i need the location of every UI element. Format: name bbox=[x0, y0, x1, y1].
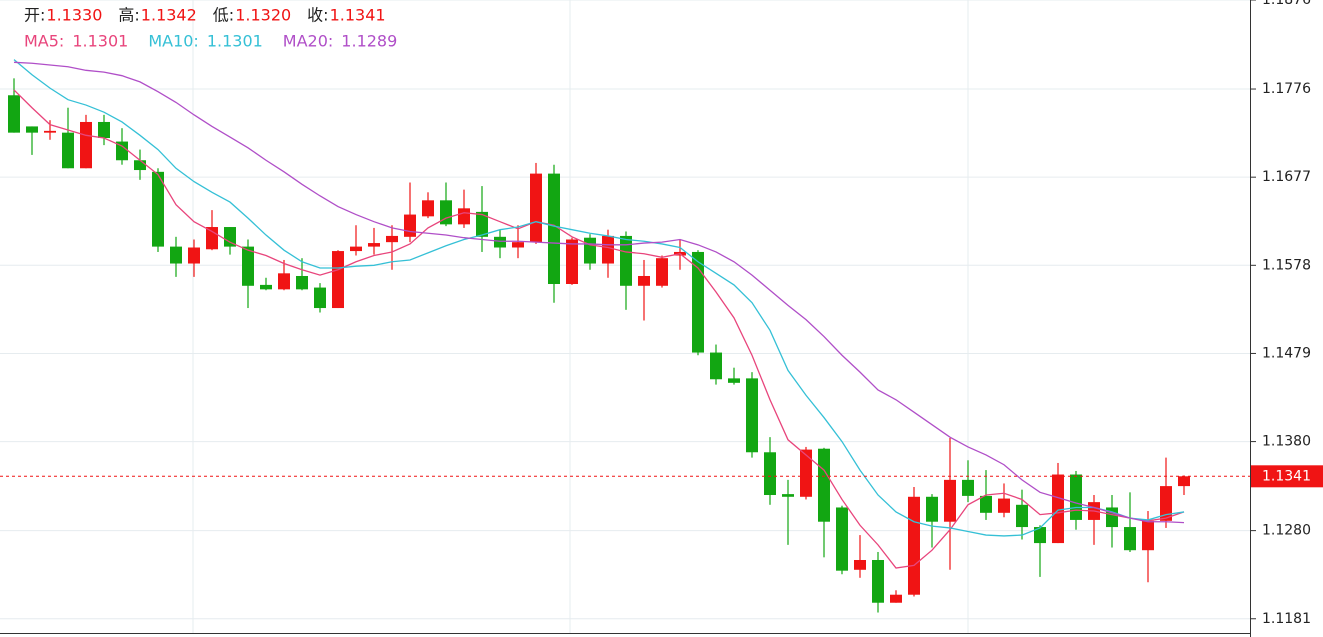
candle-body bbox=[512, 242, 524, 248]
y-tick-label: 1.1578 bbox=[1262, 257, 1311, 273]
candle-body bbox=[494, 236, 506, 248]
candle-body bbox=[80, 121, 92, 169]
candle-body bbox=[800, 449, 812, 497]
header: 开: 1.1330 高: 1.1342 低: 1.1320 收: 1.1341 MA5: 1.13… bbox=[24, 6, 397, 51]
candle-body bbox=[1178, 476, 1190, 487]
y-tick-label: 1.1479 bbox=[1262, 345, 1311, 361]
candle-body bbox=[854, 559, 866, 570]
candle-body bbox=[1160, 486, 1172, 521]
candle-body bbox=[998, 498, 1010, 513]
last-price-label: 1.1341 bbox=[1262, 468, 1311, 484]
candle-body bbox=[332, 251, 344, 309]
candle-body bbox=[476, 211, 488, 237]
candle-body bbox=[278, 273, 290, 290]
legend-name: MA5: bbox=[24, 32, 64, 51]
candle-body bbox=[746, 378, 758, 453]
candle-body bbox=[1070, 474, 1082, 520]
candle-body bbox=[1052, 474, 1064, 544]
candle-body bbox=[1142, 520, 1154, 551]
candle-body bbox=[638, 275, 650, 286]
candle-body bbox=[224, 227, 236, 247]
candle-body bbox=[980, 495, 992, 513]
candle-body bbox=[656, 258, 668, 286]
candle-body bbox=[296, 275, 308, 290]
candle-body bbox=[548, 173, 560, 285]
y-tick-label: 1.1876 bbox=[1262, 0, 1311, 8]
candle-body bbox=[350, 246, 362, 252]
y-tick-label: 1.1280 bbox=[1262, 523, 1311, 539]
candle-body bbox=[728, 378, 740, 383]
ma-line bbox=[13, 59, 1185, 537]
candle-body bbox=[260, 284, 272, 290]
candle-body bbox=[872, 559, 884, 603]
candle-body bbox=[944, 479, 956, 522]
candle-body bbox=[98, 121, 110, 138]
candle-body bbox=[188, 247, 200, 264]
y-tick-label: 1.1380 bbox=[1262, 434, 1311, 450]
candle-body bbox=[404, 214, 416, 237]
grid bbox=[0, 0, 1250, 620]
candle-body bbox=[314, 287, 326, 309]
candle-body bbox=[836, 507, 848, 571]
info-value: 1.1341 bbox=[330, 6, 386, 25]
candle-body bbox=[584, 237, 596, 264]
candle-body bbox=[530, 173, 542, 243]
info-value: 1.1342 bbox=[141, 6, 197, 25]
candle-body bbox=[206, 227, 218, 250]
y-axis: 1.1876 1.1776 1.1677 1.1578 1.1479 1.1380 1.12… bbox=[1250, 0, 1323, 627]
info-label: 低: bbox=[213, 6, 234, 25]
candle-body bbox=[710, 352, 722, 380]
candle-body bbox=[26, 126, 38, 133]
y-tick-label: 1.1181 bbox=[1262, 611, 1311, 627]
candle-body bbox=[170, 246, 182, 264]
ma-line bbox=[13, 89, 1185, 569]
candle-body bbox=[890, 594, 902, 603]
candle-body bbox=[566, 239, 578, 285]
legend-name: MA10: bbox=[148, 32, 199, 51]
candle-body bbox=[620, 235, 632, 286]
candle-body bbox=[116, 141, 128, 161]
y-tick-label: 1.1677 bbox=[1262, 169, 1311, 185]
candle-body bbox=[242, 246, 254, 286]
legend-value: 1.1289 bbox=[341, 32, 397, 51]
candle-body bbox=[1124, 527, 1136, 551]
candle-body bbox=[62, 132, 74, 169]
candle-body bbox=[782, 494, 794, 497]
candle-body bbox=[962, 479, 974, 496]
info-label: 收: bbox=[307, 6, 328, 25]
plot bbox=[0, 59, 1250, 613]
info-value: 1.1330 bbox=[46, 6, 102, 25]
candle-body bbox=[458, 208, 470, 225]
ma-line bbox=[13, 61, 1185, 524]
candle-body bbox=[422, 200, 434, 217]
candle-body bbox=[368, 243, 380, 247]
candle-body bbox=[818, 448, 830, 522]
candle-body bbox=[908, 496, 920, 595]
legend-value: 1.1301 bbox=[72, 32, 128, 51]
candle-body bbox=[1016, 504, 1028, 528]
candle-body bbox=[152, 171, 164, 247]
candle-body bbox=[134, 160, 146, 171]
y-tick-label: 1.1776 bbox=[1262, 81, 1311, 97]
info-label: 开: bbox=[24, 6, 45, 25]
info-label: 高: bbox=[118, 6, 139, 25]
candle-body bbox=[8, 95, 20, 133]
candle-body bbox=[44, 130, 56, 133]
info-value: 1.1320 bbox=[235, 6, 291, 25]
last-price-box bbox=[1251, 465, 1323, 488]
candle-body bbox=[1034, 527, 1046, 544]
candle-body bbox=[602, 235, 614, 264]
candle-body bbox=[692, 251, 704, 353]
candle-body bbox=[440, 200, 452, 225]
legend-name: MA20: bbox=[283, 32, 334, 51]
candle-body bbox=[386, 235, 398, 243]
candle-body bbox=[926, 496, 938, 522]
candle-body bbox=[764, 452, 776, 496]
legend-value: 1.1301 bbox=[207, 32, 263, 51]
